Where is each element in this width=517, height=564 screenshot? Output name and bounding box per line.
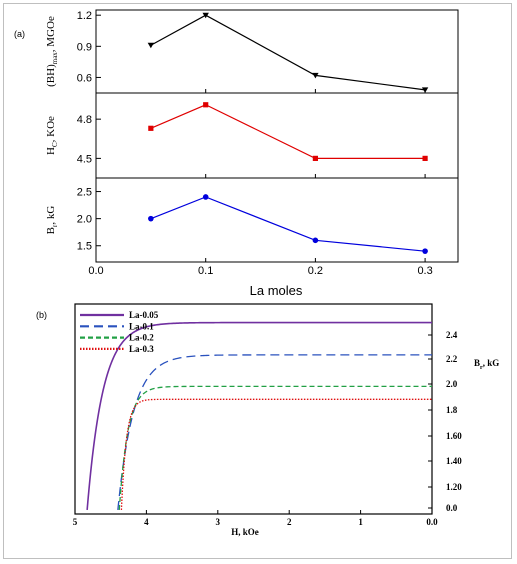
panel-b-xtick-label: 0.0 (426, 517, 438, 527)
series-1-curve (117, 354, 432, 511)
subplot-2-point (312, 237, 319, 244)
subplot-2-frame (95, 177, 459, 263)
subplot-0-frame (95, 9, 459, 94)
panel-b-ylabel-main: B (474, 358, 480, 368)
subplot-1-ylabel-tail: , KOe (45, 116, 57, 142)
panel-b-ytick-label: 0.0 (446, 503, 458, 513)
panel-b-xtick-label: 1 (358, 517, 363, 527)
subplot-0-ylabel-sub: max (51, 52, 59, 65)
subplot-1-ylabel-main: H (45, 147, 57, 155)
panel-a-xtick-label: 0.2 (308, 265, 323, 277)
panel-a-x-axis-label: La moles (250, 283, 303, 298)
subplot-0-ytick-label: 0.6 (77, 72, 92, 84)
subplot-2-ylabel-sub: r (51, 224, 59, 227)
subplot-2-point (422, 248, 428, 254)
subplot-0-ylabel-tail: , MGOe (45, 16, 57, 52)
panel-b-y-axis-label: Br, kG (474, 358, 499, 371)
panel-b-ytick-label: 1.60 (446, 431, 462, 441)
panel-b-ytick-label: 1.20 (446, 482, 462, 492)
subplot-0-series-line (150, 14, 426, 91)
panel-b-ytick-label: 2.2 (446, 354, 458, 364)
panel-b-xtick-label: 2 (287, 517, 292, 527)
subplot-0-ytick-label: 0.9 (77, 41, 92, 53)
subplot-0-ylabel-main: (BH) (45, 64, 57, 87)
panel-b-ytick-label: 1.8 (446, 405, 458, 415)
subplot-1-ytick-label: 4.8 (77, 114, 92, 126)
legend-label-3: La-0.3 (129, 344, 154, 354)
subplot-1-point (312, 155, 318, 161)
legend-label-0: La-0.05 (129, 310, 159, 320)
panel-b-ytick-label: 2.4 (446, 330, 458, 340)
legend-label-1: La-0.1 (129, 321, 154, 331)
series-2-curve (118, 385, 432, 511)
subplot-1-ytick-label: 4.5 (77, 153, 92, 165)
panel-b-frame (74, 303, 433, 515)
subplot-2-ytick-label: 2.0 (77, 214, 92, 226)
subplot-1-point (148, 125, 154, 131)
panel-a-plot: 0.6 0.9 1.2 (BH)max, MGOe 4.5 4.8 HC, KOe 1.5 2.… (45, 9, 459, 277)
panel-b-ylabel-sub: r (480, 365, 483, 371)
series-3-curve (120, 398, 432, 510)
panel-b-label: (b) (36, 310, 47, 320)
panel-b-plot: 5 4 3 2 1 0.0 2.4 2.2 2.0 1.8 1.60 1.40 1.20 0.0 Br, k… (73, 303, 499, 527)
subplot-2-point (148, 215, 154, 222)
subplot-0-point (312, 72, 319, 79)
subplot-1-ylabel-sub: C (51, 142, 59, 147)
subplot-1-frame (95, 92, 459, 179)
panel-b-ylabel-tail: , kG (483, 358, 500, 368)
panel-b-xtick-label: 5 (73, 517, 78, 527)
subplot-1-y-axis-label: HC, KOe (45, 116, 59, 155)
subplot-2-series-line (150, 196, 426, 252)
subplot-1-point (203, 102, 209, 108)
panel-a-xtick-label: 0.0 (88, 265, 103, 277)
subplot-0-y-axis-label: (BH)max, MGOe (45, 16, 59, 87)
subplot-0-point (147, 42, 155, 49)
subplot-2-ylabel-main: B (45, 227, 57, 234)
subplot-1-series-line (150, 104, 426, 159)
subplot-2-ytick-label: 1.5 (77, 241, 92, 253)
subplot-0-point (421, 87, 429, 93)
panel-b-x-axis-label: H, kOe (231, 527, 259, 537)
panel-b-xtick-label: 3 (216, 517, 221, 527)
panel-b-xtick-label: 4 (144, 517, 149, 527)
subplot-2-point (202, 194, 209, 200)
panel-b-ytick-label: 2.0 (446, 379, 458, 389)
subplot-0-ytick-label: 1.2 (77, 10, 92, 22)
subplot-2-y-axis-label: Br, kG (45, 206, 59, 235)
subplot-2-ytick-label: 2.5 (77, 187, 92, 199)
figure-frame (3, 3, 512, 559)
legend-label-2: La-0.2 (129, 333, 154, 343)
subplot-0-point (202, 12, 209, 19)
subplot-2-ylabel-tail: , kG (45, 206, 57, 225)
panel-a-label: (a) (14, 29, 25, 39)
panel-b-ytick-label: 1.40 (446, 456, 462, 466)
panel-a-xtick-label: 0.3 (417, 265, 432, 277)
subplot-1-point (422, 155, 428, 161)
panel-a-xtick-label: 0.1 (198, 265, 213, 277)
series-0-curve (86, 321, 432, 511)
